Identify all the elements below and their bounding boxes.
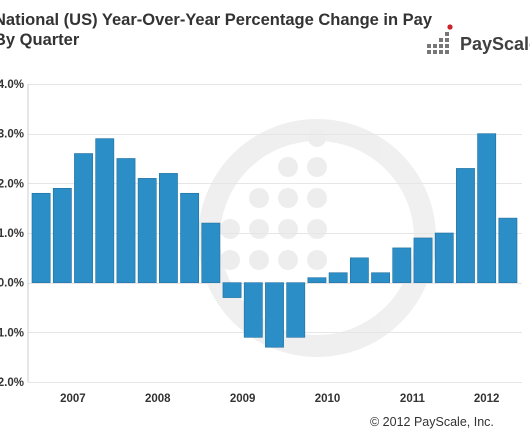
- x-tick-label: 2011: [400, 393, 426, 405]
- x-tick-label: 2010: [315, 393, 341, 405]
- y-tick-label: -1.0%: [0, 327, 24, 339]
- x-tick-label: 2012: [474, 393, 500, 405]
- bar: [328, 272, 348, 283]
- bar: [371, 272, 390, 283]
- watermark: [198, 119, 436, 357]
- bar: [349, 257, 369, 283]
- y-tick-label: 1.0%: [0, 228, 24, 240]
- bar: [456, 168, 475, 283]
- bar: [137, 178, 157, 283]
- x-tick-label: 2007: [60, 393, 86, 405]
- bar: [52, 188, 72, 283]
- bar: [392, 247, 412, 283]
- y-tick-label: 0.0%: [0, 278, 24, 290]
- bars: [31, 133, 518, 348]
- bar: [307, 277, 327, 283]
- bar: [286, 282, 306, 338]
- chart-title: National (US) Year-Over-Year Percentage …: [0, 10, 433, 50]
- bar: [31, 192, 51, 283]
- chart-title-line-1: National (US) Year-Over-Year Percentage …: [0, 11, 433, 29]
- bar: [413, 237, 433, 283]
- x-axis-year-labels: 2007 2008 2009 2010 2011 2012: [60, 393, 499, 405]
- bar: [222, 282, 242, 298]
- bar: [74, 153, 93, 283]
- y-tick-label: 3.0%: [0, 129, 24, 141]
- y-axis-tick-labels: 4.0% 3.0% 2.0% 1.0% 0.0% -1.0% -2.0%: [0, 79, 24, 389]
- bar: [477, 133, 497, 283]
- x-tick-label: 2008: [145, 393, 171, 405]
- payscale-logo-icon: [427, 24, 453, 54]
- y-tick-label: 4.0%: [0, 79, 24, 91]
- bar: [159, 173, 178, 283]
- bar: [498, 217, 518, 283]
- chart-title-line-2: By Quarter: [0, 31, 80, 49]
- bar: [180, 192, 200, 283]
- bar: [201, 222, 221, 283]
- copyright-notice: © 2012 PayScale, Inc.: [370, 415, 494, 429]
- bar: [243, 282, 263, 338]
- bar: [265, 282, 284, 348]
- y-tick-label: 2.0%: [0, 178, 24, 190]
- brand-name: PayScale: [460, 34, 530, 54]
- bar: [116, 158, 136, 283]
- y-tick-label: -2.0%: [0, 377, 24, 389]
- bar: [434, 232, 454, 283]
- x-tick-label: 2009: [230, 393, 256, 405]
- bar: [95, 138, 115, 283]
